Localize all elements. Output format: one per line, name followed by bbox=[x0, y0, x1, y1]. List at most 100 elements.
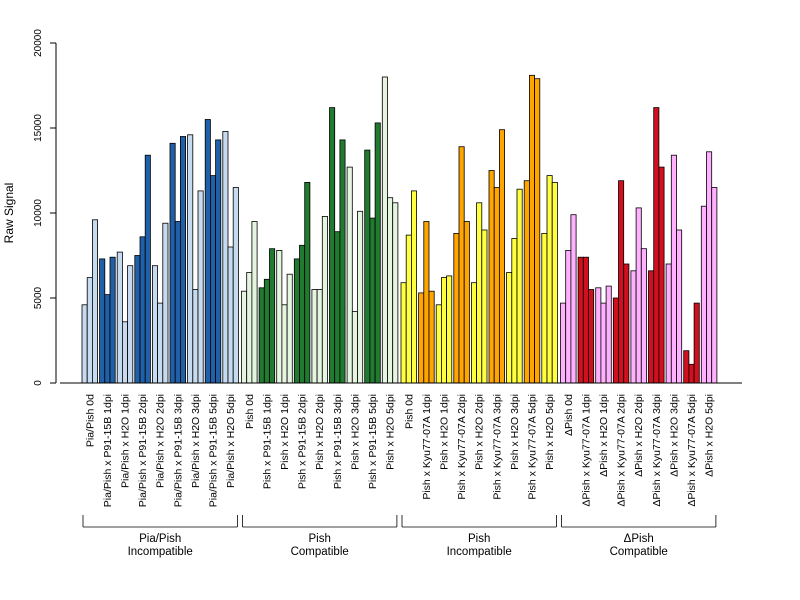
bar bbox=[630, 270, 637, 384]
bar bbox=[498, 129, 505, 384]
bar bbox=[534, 78, 541, 384]
bar bbox=[595, 287, 602, 384]
x-tick-label: Pish x P91-15B 1dpi bbox=[261, 394, 273, 489]
x-tick-label: Pish x Kyu77-07A 2dpi bbox=[456, 394, 468, 500]
bar bbox=[428, 290, 435, 384]
x-tick-label: Pish x P91-15B 2dpi bbox=[297, 394, 309, 489]
bar bbox=[435, 304, 442, 384]
group-sublabel: Incompatible bbox=[447, 546, 512, 558]
bar bbox=[174, 221, 181, 384]
bar bbox=[560, 302, 567, 384]
bar bbox=[676, 229, 683, 384]
y-axis: 0 5000 10000 15000 20000 bbox=[33, 29, 57, 386]
bar bbox=[258, 287, 265, 384]
bar bbox=[144, 154, 151, 384]
x-tick-label: Pish x H2O 3dpi bbox=[349, 394, 361, 470]
bar bbox=[127, 265, 134, 384]
bar bbox=[263, 278, 270, 384]
bar bbox=[227, 246, 234, 384]
bar bbox=[488, 170, 495, 384]
bar bbox=[169, 142, 176, 384]
bar bbox=[281, 304, 288, 384]
x-tick-label: ΔPish x H2O 5dpi bbox=[704, 394, 716, 477]
bar bbox=[381, 76, 388, 384]
bar bbox=[481, 229, 488, 384]
group-label: Pish bbox=[309, 533, 331, 545]
x-tick-label: Pia/Pish x H2O 3dpi bbox=[190, 394, 202, 488]
bar bbox=[516, 188, 523, 384]
bar bbox=[339, 139, 346, 384]
bar bbox=[658, 166, 665, 384]
x-tick-label: Pish 0d bbox=[403, 394, 415, 429]
x-tick-label: Pish x Kyu77-07A 3dpi bbox=[491, 394, 503, 500]
bar bbox=[400, 282, 407, 384]
bar bbox=[612, 297, 619, 384]
bar bbox=[293, 258, 300, 384]
x-tick-label: Pish x P91-15B 5dpi bbox=[367, 394, 379, 489]
bar bbox=[665, 263, 672, 384]
bar bbox=[304, 181, 311, 384]
bar bbox=[269, 248, 276, 384]
bar bbox=[369, 217, 376, 384]
bar bbox=[476, 202, 483, 384]
bar bbox=[162, 222, 169, 384]
bar bbox=[92, 219, 99, 384]
bar bbox=[546, 175, 553, 384]
bar bbox=[215, 139, 222, 384]
bar bbox=[316, 289, 323, 384]
x-tick-label: Pia/Pish 0d bbox=[84, 394, 96, 447]
bar bbox=[139, 236, 146, 384]
bar bbox=[551, 181, 558, 384]
bar bbox=[374, 122, 381, 384]
bar bbox=[688, 363, 695, 384]
bar bbox=[134, 255, 141, 384]
bar bbox=[222, 130, 229, 384]
bar bbox=[683, 350, 690, 384]
bars bbox=[81, 74, 718, 384]
x-tick-label: Pish x H2O 5dpi bbox=[385, 394, 397, 470]
bar bbox=[565, 249, 572, 384]
bar bbox=[104, 294, 111, 384]
bar bbox=[582, 256, 589, 384]
bar bbox=[635, 207, 642, 384]
bar bbox=[648, 270, 655, 384]
bar bbox=[321, 215, 328, 384]
x-tick-label: ΔPish 0d bbox=[563, 394, 575, 436]
x-tick-label: Pish x P91-15B 3dpi bbox=[332, 394, 344, 489]
bar bbox=[570, 214, 577, 384]
bar bbox=[204, 119, 211, 384]
group-sublabel: Incompatible bbox=[128, 546, 193, 558]
x-tick-label: Pish 0d bbox=[244, 394, 256, 429]
group-sublabel: Compatible bbox=[291, 546, 349, 558]
bar bbox=[351, 311, 358, 384]
bar bbox=[122, 321, 129, 384]
bar bbox=[197, 190, 204, 384]
y-tick-label: 15000 bbox=[33, 114, 44, 142]
bar bbox=[364, 149, 371, 384]
bar bbox=[446, 275, 453, 384]
x-tick-label: Pia/Pish x P91-15B 3dpi bbox=[172, 394, 184, 507]
x-tick-label: ΔPish x Kyu77-07A 5dpi bbox=[686, 394, 698, 507]
x-tick-label: Pish x H2O 5dpi bbox=[544, 394, 556, 470]
x-tick-label: Pia/Pish x P91-15B 2dpi bbox=[137, 394, 149, 507]
x-tick-label: Pia/Pish x H2O 2dpi bbox=[155, 394, 167, 488]
bar bbox=[209, 175, 216, 384]
y-tick-label: 20000 bbox=[33, 29, 44, 57]
bar bbox=[346, 166, 353, 384]
bar bbox=[251, 221, 258, 384]
bar bbox=[405, 234, 412, 384]
bar bbox=[440, 277, 447, 384]
y-tick-label: 10000 bbox=[33, 199, 44, 227]
bar bbox=[99, 258, 106, 384]
bar bbox=[329, 107, 336, 384]
bar bbox=[187, 134, 194, 384]
bar bbox=[392, 202, 399, 384]
bar bbox=[299, 244, 306, 384]
bar bbox=[523, 180, 530, 384]
group-brackets: Pia/PishIncompatiblePishCompatiblePishIn… bbox=[82, 515, 717, 558]
x-tick-label: Pia/Pish x H2O 5dpi bbox=[225, 394, 237, 488]
bar bbox=[670, 154, 677, 384]
x-tick-label: Pish x H2O 2dpi bbox=[314, 394, 326, 470]
bar bbox=[423, 221, 430, 384]
